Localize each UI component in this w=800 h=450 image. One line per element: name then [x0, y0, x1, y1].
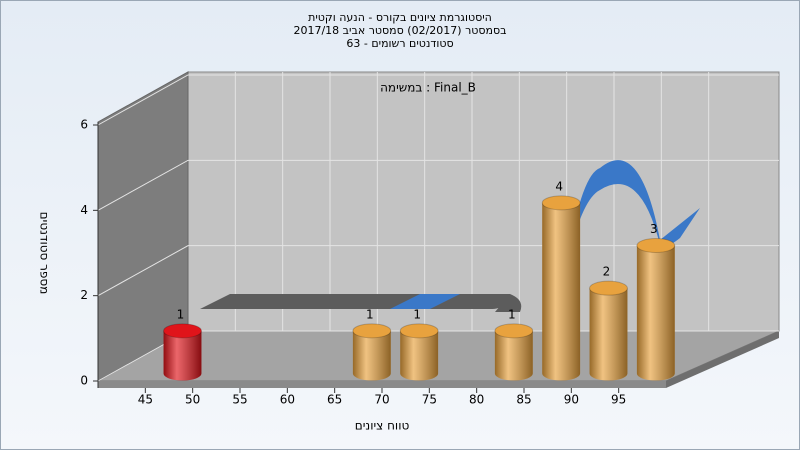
grid-line	[97, 74, 779, 126]
x-tick-label: 95	[611, 393, 626, 407]
bar-shade	[589, 288, 628, 381]
bar	[541, 195, 581, 381]
x-tick-label: 55	[232, 393, 247, 407]
back-wall	[187, 71, 780, 332]
y-tick-label: 0	[80, 374, 88, 388]
ribbon	[390, 294, 460, 309]
floor-edge	[666, 331, 779, 388]
value-label: 1	[177, 307, 185, 321]
bar	[636, 238, 676, 381]
ribbon	[565, 160, 700, 275]
bar-shade	[163, 330, 202, 381]
value-label: 3	[650, 222, 658, 236]
y-tick-label: 4	[80, 203, 88, 217]
title-line: סטודנטים רשומים - 63	[346, 37, 453, 50]
bar	[589, 280, 628, 381]
bar	[399, 323, 439, 381]
bar	[352, 323, 392, 381]
y-tick-label: 2	[80, 288, 88, 302]
bar-top	[636, 238, 676, 253]
y-tick-label: 6	[80, 118, 88, 132]
title-line: היסטוגרמת ציונים בקורס - הנעה וקטית	[308, 11, 492, 24]
bar	[494, 323, 534, 381]
x-tick-label: 65	[327, 393, 342, 407]
bar-top	[494, 323, 534, 339]
bar-top	[352, 323, 392, 339]
bar-top	[589, 280, 628, 296]
x-tick-label: 60	[280, 393, 295, 407]
value-label: 1	[508, 307, 516, 321]
value-label: 1	[366, 307, 374, 321]
bar-top	[163, 323, 202, 339]
bar-shade	[352, 330, 391, 381]
x-tick-label: 70	[374, 393, 389, 407]
subtitle: במשימה : Final_B	[380, 81, 476, 95]
bar	[163, 323, 202, 381]
value-label: 4	[555, 179, 563, 193]
x-tick-label: 80	[469, 393, 484, 407]
x-axis-label: טווח ציונים	[355, 419, 410, 433]
bar-shade	[494, 330, 533, 381]
grid-line	[97, 159, 779, 211]
x-tick-label: 50	[185, 393, 200, 407]
grid-line	[97, 245, 779, 297]
bar-top	[541, 195, 581, 211]
bar-shade	[400, 330, 439, 381]
bar-shade	[636, 245, 675, 381]
x-tick-label: 75	[422, 393, 437, 407]
y-axis-label: מספר סטודנטים	[38, 212, 52, 295]
title-line: בסמסטר (02/2017) סמסטר אביב 2017/18	[293, 24, 506, 37]
x-tick-label: 45	[138, 393, 153, 407]
plot-area: 0 2 4 6 45 50 55 60 65 70 75 80 85 90 95 1 1 1 1 4 2 3 במשימה …	[38, 71, 780, 433]
bar-shade	[542, 202, 581, 381]
x-tick-label: 85	[516, 393, 531, 407]
value-label: 2	[603, 265, 611, 279]
floor-front	[98, 381, 666, 388]
bar-top	[399, 323, 439, 339]
value-label: 1	[413, 307, 421, 321]
x-tick-label: 90	[564, 393, 579, 407]
